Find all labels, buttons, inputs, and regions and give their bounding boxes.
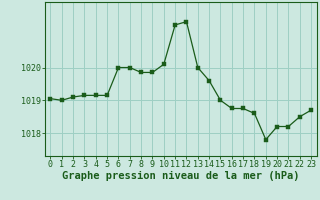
X-axis label: Graphe pression niveau de la mer (hPa): Graphe pression niveau de la mer (hPa) — [62, 171, 300, 181]
